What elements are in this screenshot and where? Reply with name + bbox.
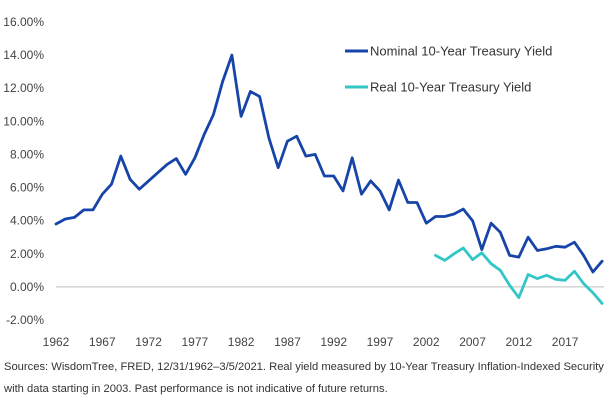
yield-chart: -2.00% 0.00% 2.00% 4.00% 6.00% 8.00% 10.00% 12.… [3, 15, 604, 349]
y-tick-label: 4.00% [10, 214, 44, 228]
legend-label: Nominal 10-Year Treasury Yield [370, 44, 552, 59]
legend: Nominal 10-Year Treasury Yield Real 10-Ye… [345, 44, 552, 95]
y-tick-label: 16.00% [3, 15, 44, 29]
y-tick-label: 12.00% [3, 81, 44, 95]
y-tick-label: 10.00% [3, 114, 44, 128]
x-tick-label: 1987 [274, 335, 301, 349]
x-tick-label: 1962 [43, 335, 70, 349]
x-tick-label: 1967 [89, 335, 116, 349]
x-axis-ticks: 1962 1967 1972 1977 1982 1987 1992 1997 2002 2007… [43, 335, 579, 349]
x-tick-label: 1997 [367, 335, 394, 349]
x-tick-label: 2012 [505, 335, 532, 349]
x-tick-label: 2017 [552, 335, 579, 349]
real-yield-line [434, 246, 604, 305]
legend-label: Real 10-Year Treasury Yield [370, 80, 531, 95]
x-tick-label: 1977 [181, 335, 208, 349]
y-tick-label: 2.00% [10, 247, 44, 261]
nominal-yield-line [54, 53, 604, 274]
x-tick-label: 1992 [320, 335, 347, 349]
x-tick-label: 1982 [228, 335, 255, 349]
y-tick-label: -2.00% [6, 313, 44, 327]
y-tick-label: 14.00% [3, 48, 44, 62]
x-tick-label: 2002 [413, 335, 440, 349]
source-note: Sources: WisdomTree, FRED, 12/31/1962–3/… [4, 361, 604, 395]
x-tick-label: 2007 [459, 335, 486, 349]
y-tick-label: 0.00% [10, 280, 44, 294]
series-lines [54, 53, 604, 305]
y-tick-label: 6.00% [10, 181, 44, 195]
y-tick-label: 8.00% [10, 147, 44, 161]
x-tick-label: 1972 [135, 335, 162, 349]
y-axis-ticks: -2.00% 0.00% 2.00% 4.00% 6.00% 8.00% 10.00% 12.… [3, 15, 44, 327]
chart-svg: -2.00% 0.00% 2.00% 4.00% 6.00% 8.00% 10.00% 12.… [3, 15, 604, 349]
